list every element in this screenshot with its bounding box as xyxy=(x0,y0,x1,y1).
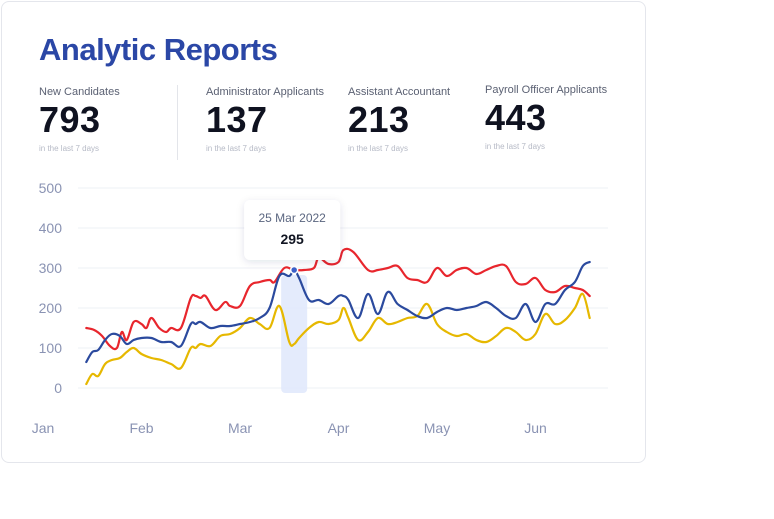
stat-sub: in the last 7 days xyxy=(485,142,546,151)
stat-label: New Candidates xyxy=(39,86,120,98)
stat-value: 137 xyxy=(206,99,268,140)
stat-payroll-officer-applicants: Payroll Officer Applicants 443 in the la… xyxy=(485,84,607,151)
x-tick-label: Jun xyxy=(524,420,547,436)
page-title: Analytic Reports xyxy=(39,32,278,67)
stat-divider xyxy=(177,85,178,160)
stat-assistant-accountant: Assistant Accountant 213 in the last 7 d… xyxy=(348,86,450,153)
y-tick-label: 100 xyxy=(39,340,63,356)
y-tick-label: 200 xyxy=(39,300,63,316)
stat-value: 443 xyxy=(485,97,547,138)
stat-administrator-applicants: Administrator Applicants 137 in the last… xyxy=(206,86,324,153)
series-red-line xyxy=(85,247,591,351)
x-tick-label: Apr xyxy=(328,420,350,436)
tooltip-value: 295 xyxy=(280,231,304,247)
stat-sub: in the last 7 days xyxy=(39,144,100,153)
x-tick-label: Mar xyxy=(228,420,252,436)
stat-label: Administrator Applicants xyxy=(206,86,324,98)
hover-point xyxy=(289,265,299,275)
tooltip-box xyxy=(244,200,341,260)
stat-label: Payroll Officer Applicants xyxy=(485,84,608,96)
tooltip-date: 25 Mar 2022 xyxy=(258,211,326,225)
stat-new-candidates: New Candidates 793 in the last 7 days xyxy=(39,86,120,153)
stat-sub: in the last 7 days xyxy=(348,144,409,153)
stat-value: 793 xyxy=(39,99,101,140)
y-tick-label: 300 xyxy=(39,260,63,276)
y-tick-label: 0 xyxy=(54,380,62,396)
y-tick-label: 400 xyxy=(39,220,63,236)
x-tick-label: Jan xyxy=(32,420,55,436)
hover-highlight-band xyxy=(281,275,308,393)
x-tick-label: Feb xyxy=(129,420,153,436)
stat-sub: in the last 7 days xyxy=(206,144,267,153)
stat-label: Assistant Accountant xyxy=(348,86,451,98)
y-tick-label: 500 xyxy=(39,180,63,196)
series-blue-line xyxy=(85,260,591,364)
x-tick-label: May xyxy=(424,420,450,436)
series-yellow-line xyxy=(85,292,591,386)
stat-value: 213 xyxy=(348,99,410,140)
analytic-reports-card: Analytic Reports New Candidates 793 in t… xyxy=(1,1,646,463)
